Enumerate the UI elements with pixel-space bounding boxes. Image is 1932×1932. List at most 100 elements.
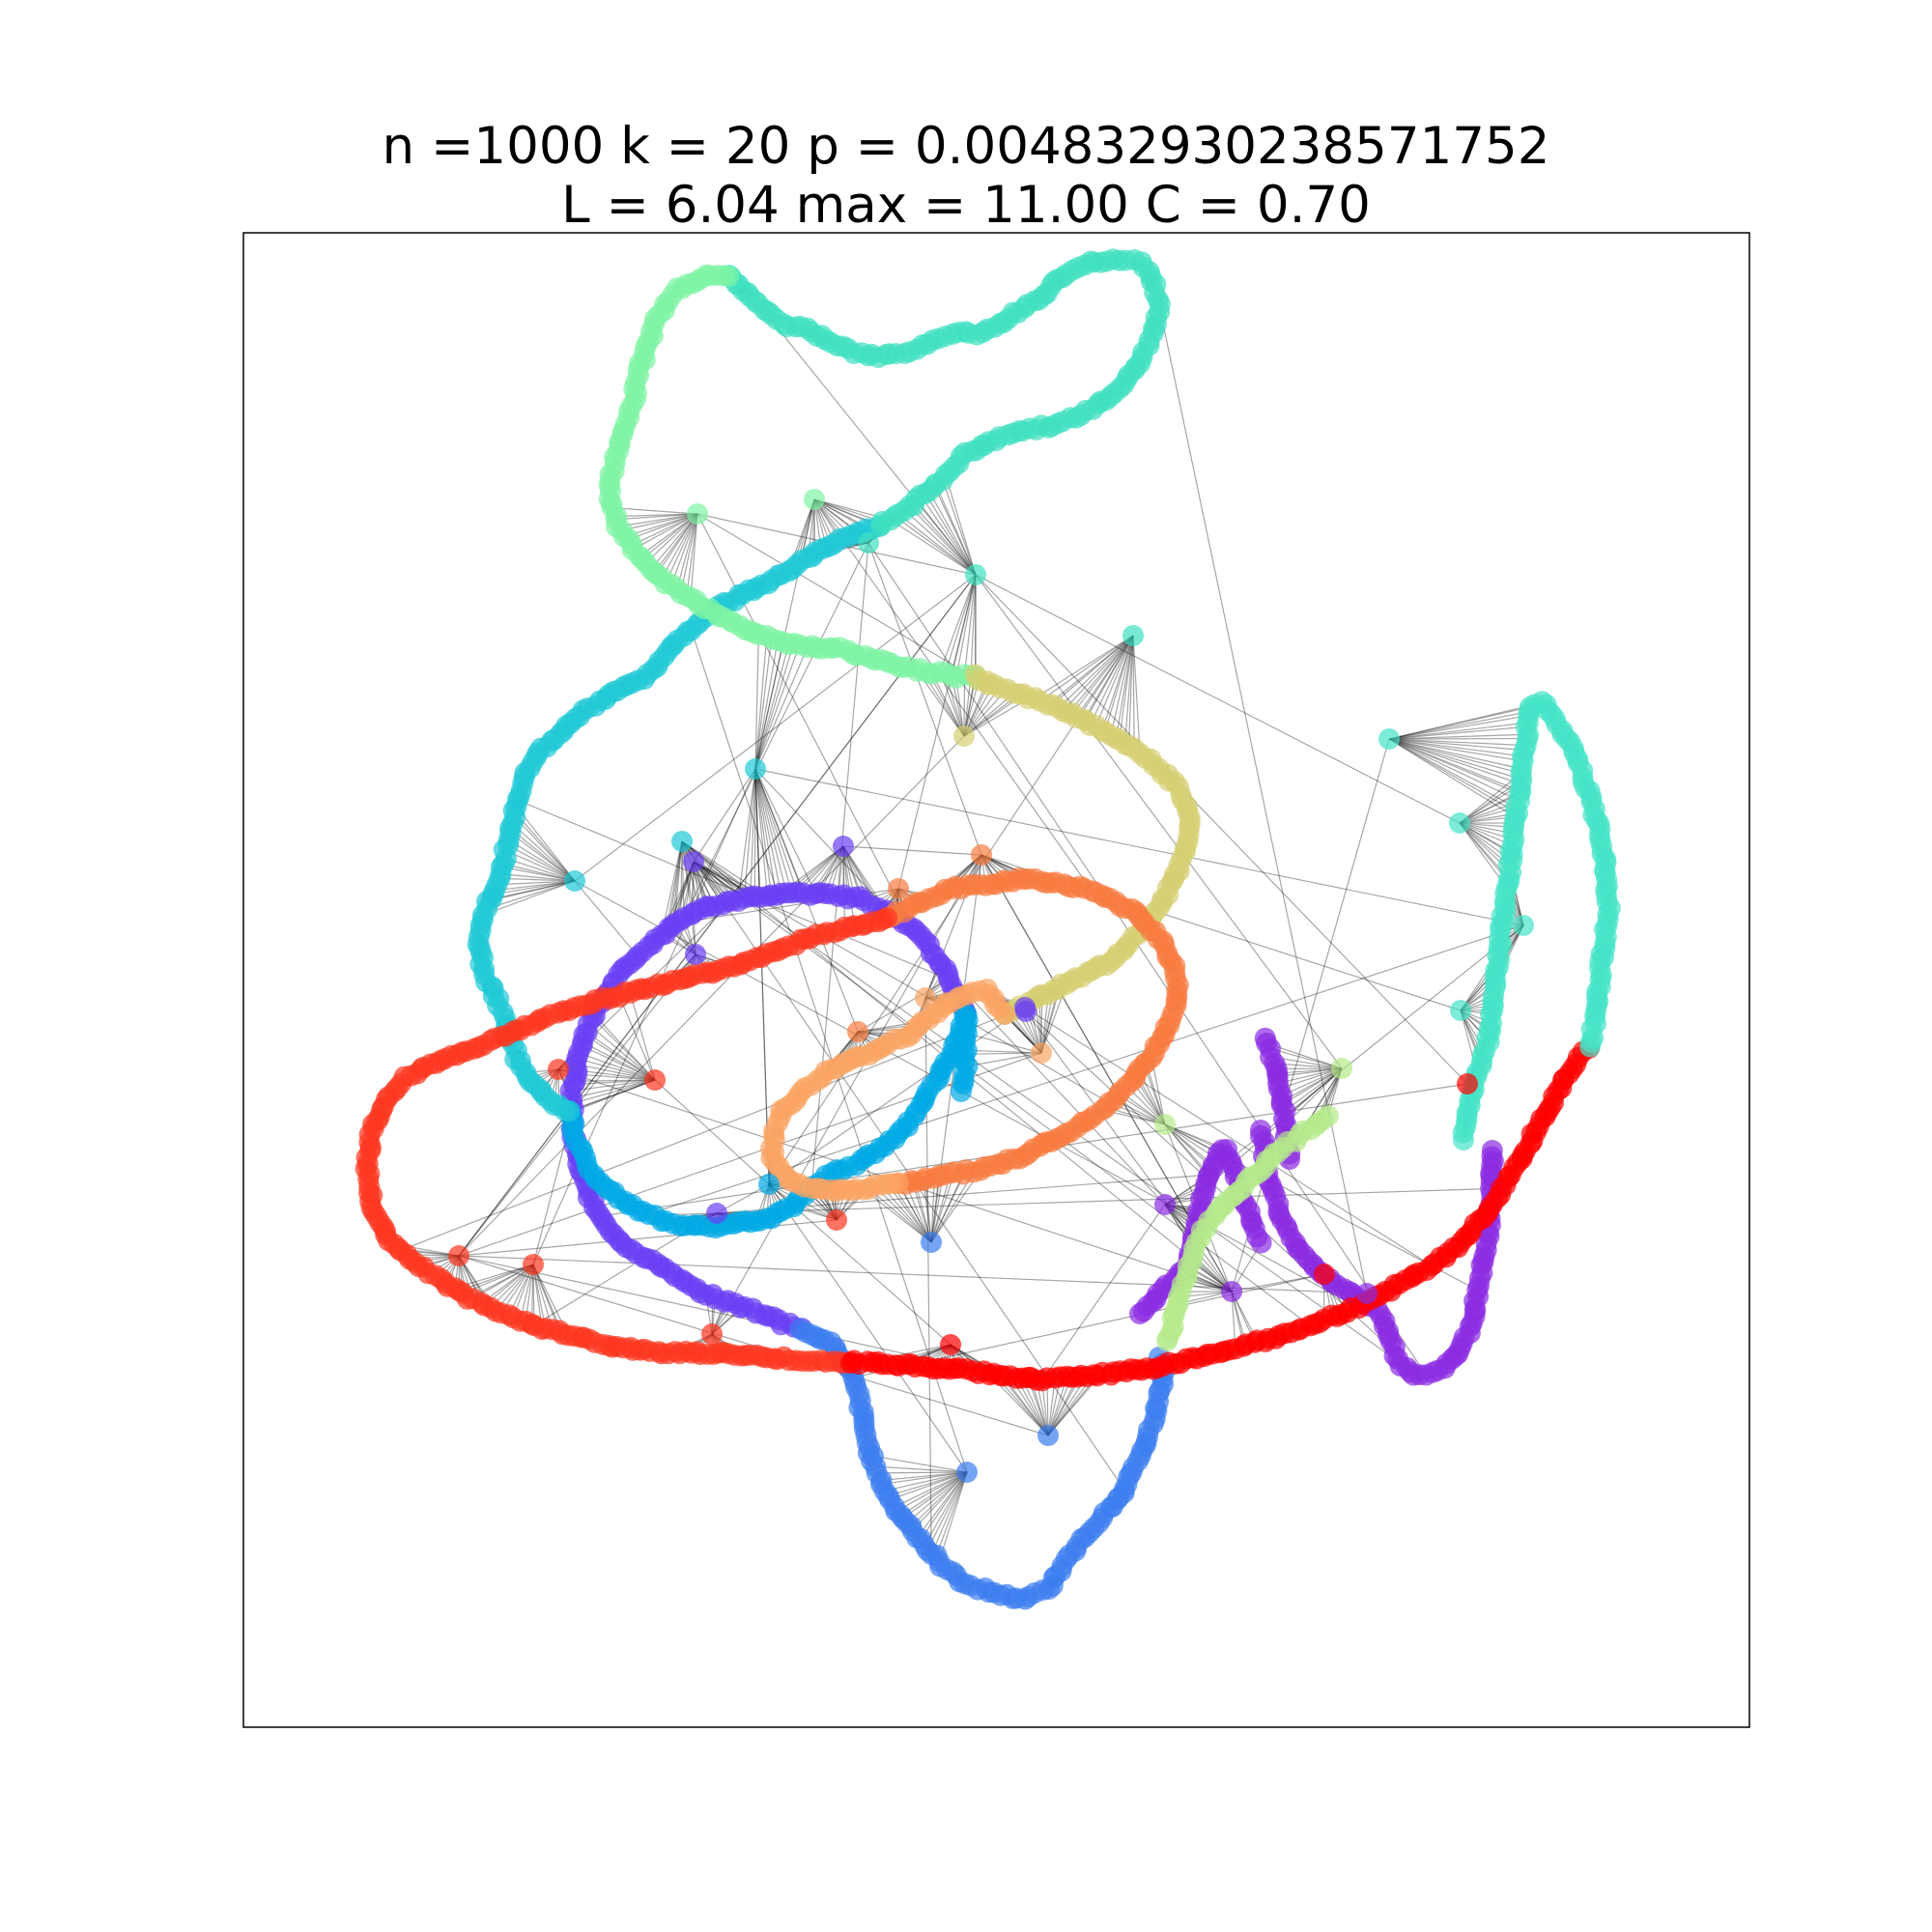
edge: [1277, 1067, 1343, 1074]
hub-node: [523, 1254, 544, 1275]
shortcut-edge: [400, 1007, 1026, 1252]
edge: [750, 768, 756, 897]
edge: [681, 840, 695, 913]
edge: [813, 498, 883, 523]
hub-node: [548, 1059, 569, 1080]
edge: [926, 1471, 968, 1551]
edge: [754, 768, 799, 893]
edge: [681, 840, 701, 910]
edge: [894, 1471, 968, 1508]
edge: [754, 635, 768, 770]
shortcut-edge: [857, 978, 950, 1033]
edge: [754, 644, 801, 770]
hub-node: [804, 489, 825, 510]
edge: [945, 474, 977, 576]
edge: [1388, 738, 1519, 814]
shortcut-edge: [975, 574, 1468, 1085]
edge: [510, 832, 576, 882]
edge: [629, 992, 656, 1081]
edge: [1285, 1067, 1343, 1125]
shortcut-edge: [1231, 1273, 1325, 1293]
edge: [1051, 635, 1134, 705]
edge: [497, 880, 576, 886]
hub-node: [1031, 1042, 1052, 1064]
edge: [499, 877, 576, 882]
edge: [923, 1471, 968, 1546]
edge: [963, 697, 1029, 737]
edge: [509, 828, 576, 882]
edge: [1278, 1067, 1343, 1090]
edge: [1388, 722, 1528, 740]
edge: [1388, 710, 1530, 740]
hub-node: [888, 878, 909, 899]
hub-node: [1356, 1283, 1378, 1304]
edge: [868, 1188, 932, 1243]
edge: [900, 1471, 968, 1517]
graph-node: [994, 1004, 1015, 1025]
hub-node: [1331, 1058, 1352, 1079]
edge: [1388, 738, 1521, 785]
edge: [966, 1049, 1042, 1054]
shortcut-edge: [757, 302, 977, 576]
edge: [487, 880, 576, 910]
edge: [1388, 738, 1517, 809]
edge: [680, 840, 683, 921]
edge: [754, 644, 789, 770]
edge: [1388, 738, 1522, 781]
edge: [754, 768, 761, 897]
edge: [915, 498, 977, 576]
edge: [884, 1471, 968, 1492]
edge: [881, 1471, 968, 1482]
edge: [1388, 738, 1522, 770]
edge: [493, 880, 576, 895]
chart-title-line-1: n =1000 k = 20 p = 0.004832930238571752: [382, 117, 1550, 176]
edge: [1277, 1067, 1343, 1077]
edge: [574, 880, 639, 957]
edge: [753, 768, 756, 896]
edge: [516, 806, 576, 882]
hub-node: [1221, 1281, 1242, 1302]
shortcut-edge: [975, 574, 1343, 1069]
edge: [645, 513, 698, 564]
edge: [681, 840, 732, 902]
edge: [876, 1471, 968, 1474]
hub-node: [1154, 1114, 1176, 1135]
hub-node: [671, 831, 693, 852]
edge: [500, 866, 576, 882]
edge: [888, 1471, 968, 1497]
edge: [481, 1264, 534, 1304]
edge: [1089, 635, 1134, 726]
shortcut-edge: [842, 845, 982, 856]
graph-node: [1129, 1303, 1151, 1324]
edge: [1058, 635, 1134, 709]
edge: [654, 513, 698, 573]
edge: [1083, 635, 1134, 721]
edge: [754, 768, 781, 894]
shortcut-edge: [458, 1255, 1368, 1294]
hub-node: [1015, 1001, 1037, 1022]
edge: [615, 513, 698, 521]
edge: [508, 839, 576, 882]
edge: [575, 1079, 656, 1082]
edge: [1095, 635, 1134, 726]
hub-node: [1037, 1425, 1059, 1446]
edge: [639, 513, 698, 557]
hub-node: [921, 1232, 942, 1253]
shortcut-edge: [696, 513, 972, 676]
edge: [910, 1471, 968, 1527]
edge: [1459, 822, 1510, 866]
edge: [569, 1079, 656, 1112]
edge: [1284, 1067, 1343, 1112]
edge: [935, 1471, 968, 1556]
edge: [670, 840, 683, 927]
edge: [572, 1079, 656, 1105]
edge: [1132, 635, 1135, 749]
shortcut-edge: [716, 1187, 1501, 1214]
graph-node: [1250, 1120, 1271, 1141]
graph-node: [951, 1081, 972, 1102]
edge: [681, 840, 752, 897]
edge: [966, 1033, 1042, 1054]
edge: [895, 1471, 968, 1512]
edge: [754, 768, 787, 894]
hub-node: [564, 870, 585, 892]
